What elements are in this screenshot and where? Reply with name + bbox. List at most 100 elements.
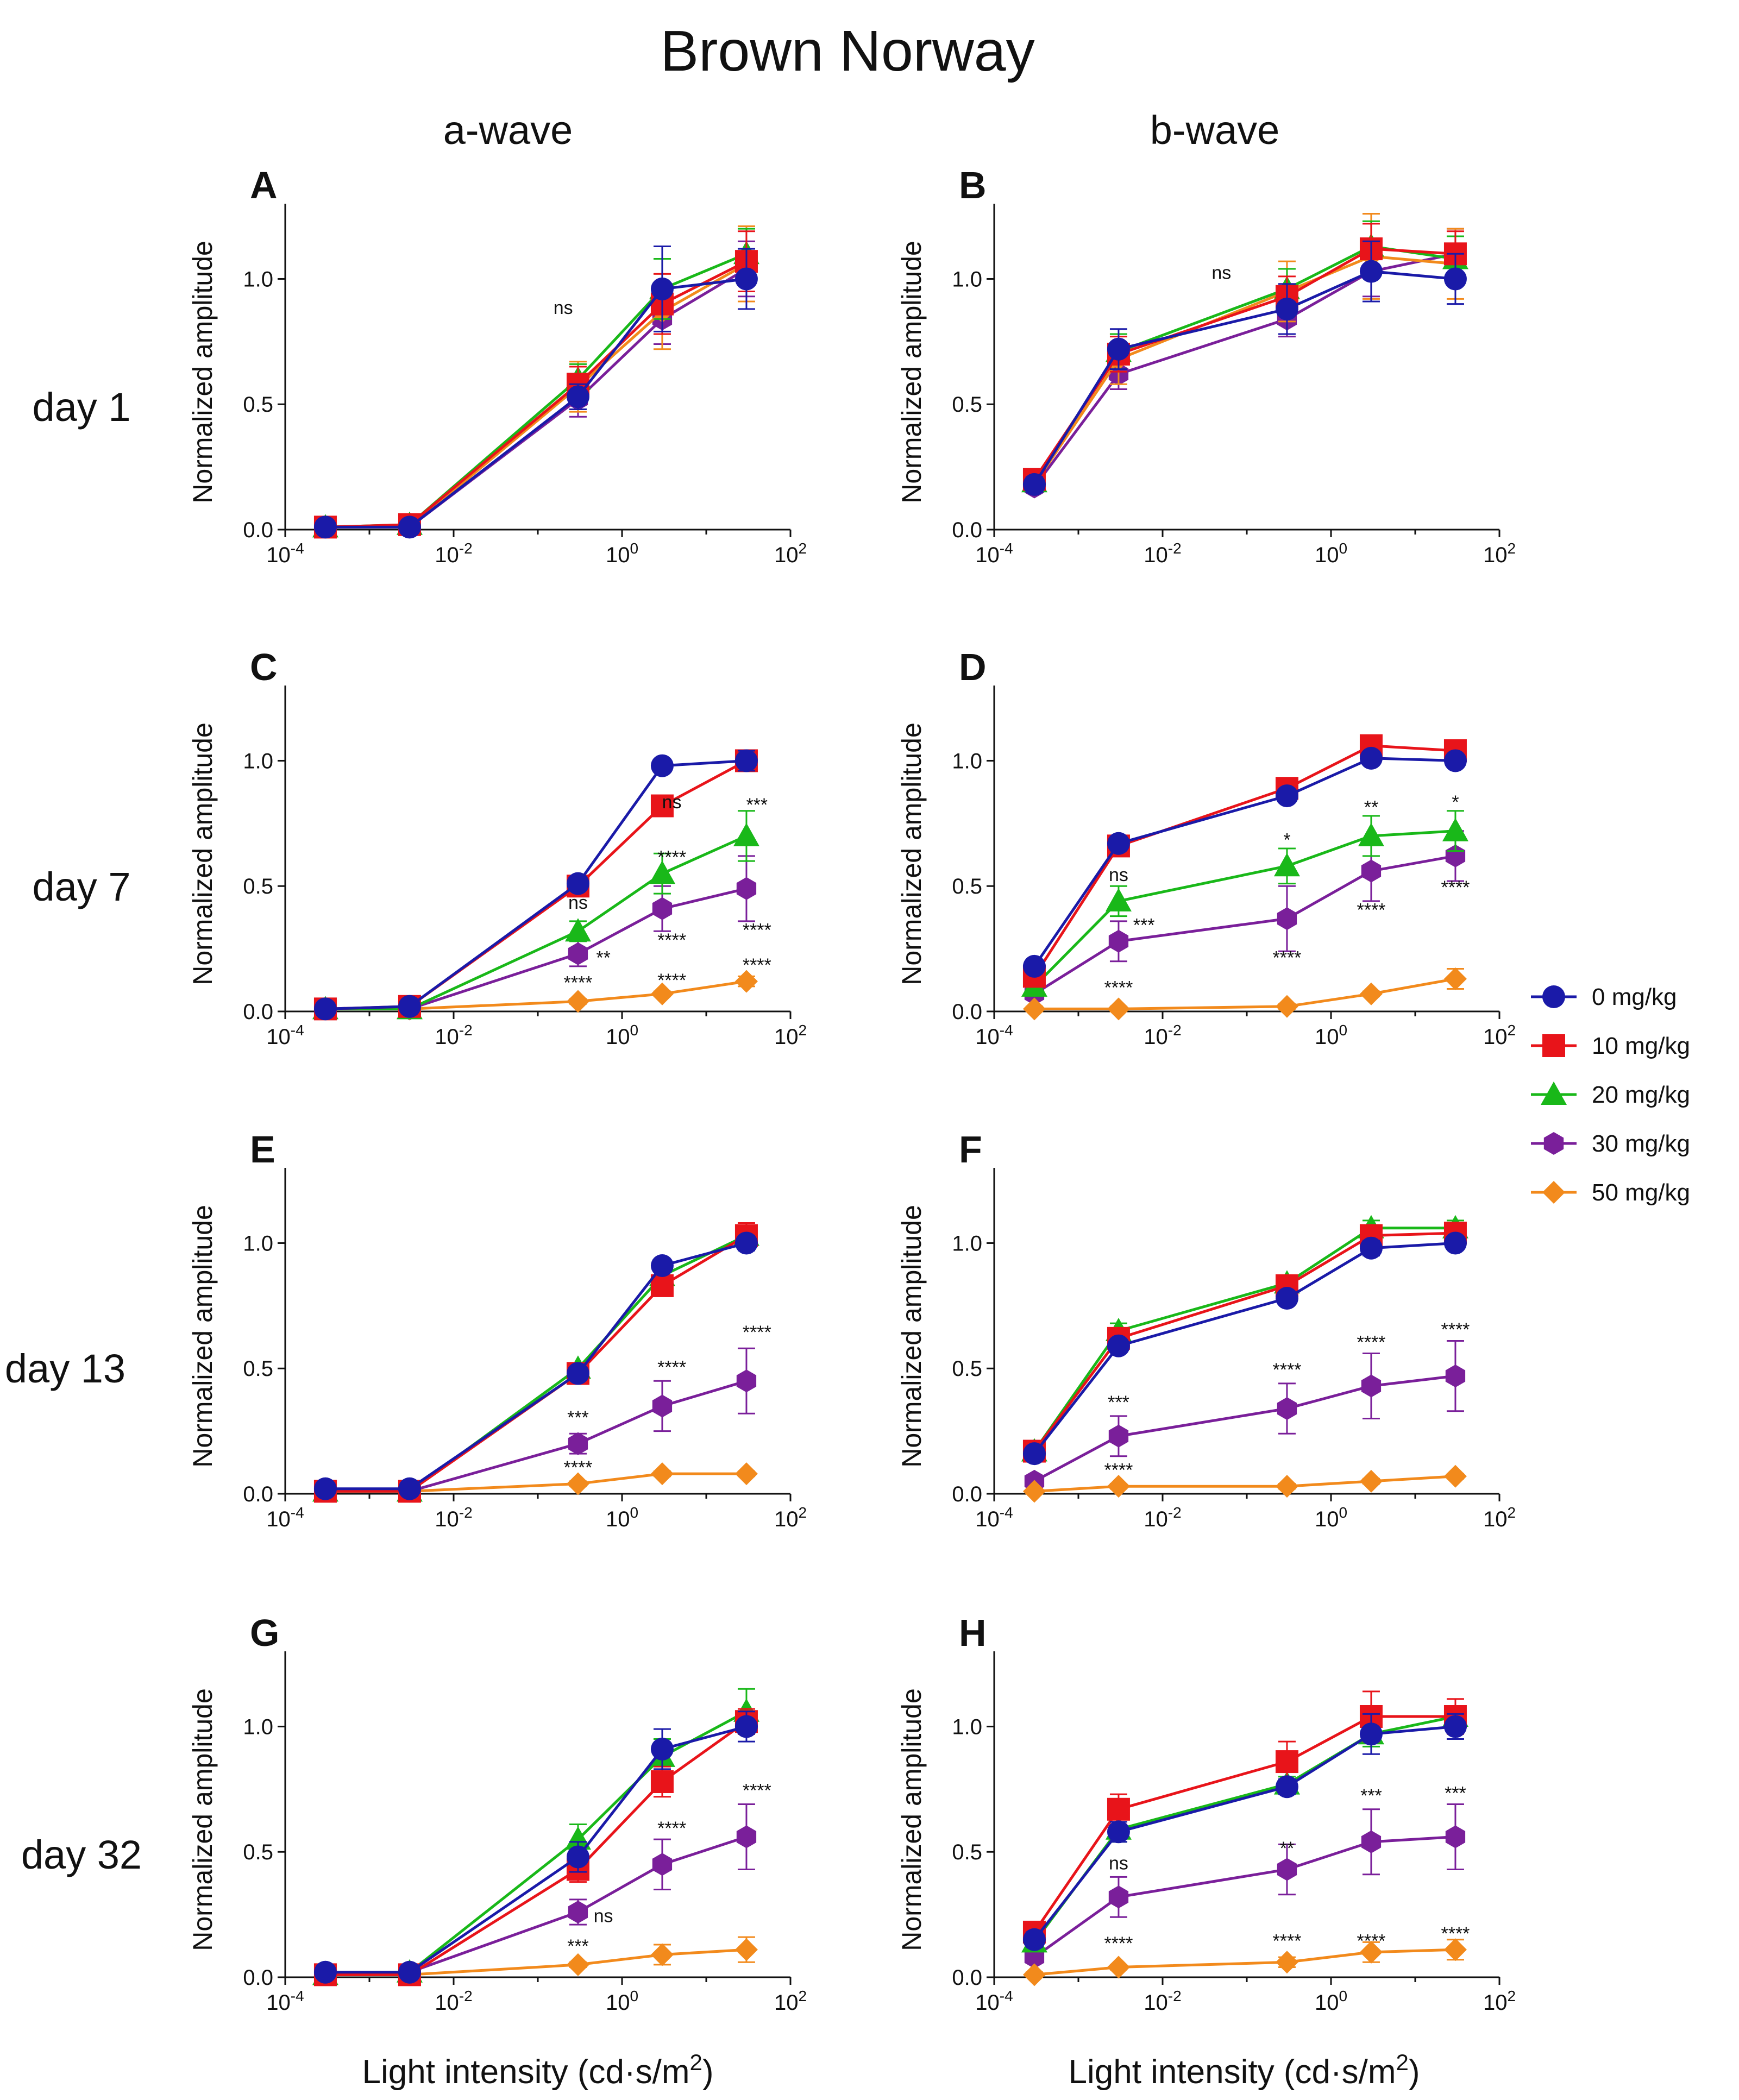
series-line [325,278,747,529]
data-point [1443,267,1467,291]
series-10-mg-kg [1022,1222,1467,1463]
data-point [1443,1715,1467,1738]
x-tick-label: 10-4 [266,1022,304,1049]
significance-label: ns [1109,1853,1128,1874]
x-tick-exponent: 0 [1339,540,1347,557]
series-30-mg-kg [315,1803,757,1984]
significance-label: **** [743,955,771,976]
data-point [1359,1722,1383,1746]
data-point [649,860,675,884]
series-10-mg-kg [313,1222,758,1503]
series-0-mg-kg [313,749,758,1021]
significance-label: **** [1272,1360,1301,1380]
data-point [1275,297,1298,320]
y-tick-label: 0.0 [952,1482,982,1506]
significance-label: *** [567,1407,589,1428]
data-point [1443,1231,1467,1255]
y-axis-title: Normalized amplitude [187,241,218,504]
legend-marker [1542,985,1565,1008]
significance-label: **** [1272,947,1301,968]
x-tick-label: 10-2 [1144,540,1181,567]
data-point [1361,1830,1382,1853]
significance-label: ns [1211,262,1231,283]
x-tick-label: 10-2 [435,540,472,567]
data-point [398,995,421,1018]
x-axis-title-left: Light intensity (cd·s/m2) [362,2049,713,2091]
data-point [734,1715,758,1738]
x-tick-exponent: 2 [1507,1504,1516,1521]
y-tick-label: 0.0 [243,1966,273,1990]
x-tick-exponent: 2 [798,1022,807,1039]
data-point [313,1477,337,1500]
series-50-mg-kg [313,1462,758,1503]
series-20-mg-kg [1021,220,1468,493]
data-point [566,1472,589,1495]
series-50-mg-kg [1022,1938,1467,1986]
series-50-mg-kg [313,1936,758,1986]
x-tick-label: 102 [1483,1022,1516,1049]
data-point [1361,1374,1382,1398]
series-line [1033,255,1456,486]
row-label-day-32: day 32 [21,1832,142,1877]
x-tick-label: 100 [606,1504,638,1531]
data-point [1359,1236,1383,1260]
x-tick-base: 10 [435,1991,459,2015]
legend-marker [1543,1132,1564,1155]
data-point [652,1394,673,1418]
y-tick-label: 0.0 [952,1966,982,1990]
significance-label: ns [594,1906,613,1926]
panel-letter: H [959,1612,987,1654]
panel-letter: F [959,1128,982,1171]
data-point [566,1953,589,1976]
x-tick-label: 10-2 [435,1988,472,2015]
x-tick-exponent: -2 [1168,1988,1182,2004]
significance-label: **** [1357,1931,1385,1952]
data-point [736,877,757,900]
x-tick-label: 10-2 [1144,1988,1181,2015]
data-point [733,822,759,846]
significance-label: **** [563,1457,592,1478]
significance-label: *** [1133,915,1155,935]
y-tick-label: 0.0 [243,1000,273,1024]
legend: 0 mg/kg 10 mg/kg 20 mg/kg 30 mg/kg 50 mg/kg [1531,984,1690,1206]
data-point [1443,967,1467,990]
significance-label: **** [1104,1933,1133,1954]
data-point [650,1254,674,1277]
x-tick-exponent: -4 [291,540,304,557]
panel-letter: D [959,646,987,688]
significance-label: ** [596,947,610,968]
x-tick-base: 10 [975,1025,1000,1049]
data-point [650,277,674,300]
data-point [1022,1963,1046,1986]
y-tick-label: 0.5 [243,875,273,898]
significance-label: ** [1280,1838,1294,1859]
data-point [734,1938,758,1961]
series-line [1034,1475,1456,1493]
y-tick-label: 0.0 [952,518,982,542]
series-line [325,260,748,529]
y-tick-label: 0.5 [243,1357,273,1381]
y-axis-title: Normalized amplitude [187,1688,218,1951]
panel-letter: E [250,1128,275,1171]
data-point [1107,1334,1130,1357]
data-point [650,754,674,777]
x-tick-label: 100 [1315,1504,1347,1531]
series-30-mg-kg [315,855,757,1021]
significance-label: **** [657,847,686,868]
x-tick-base: 10 [1144,1025,1168,1049]
x-tick-base: 10 [1144,1507,1168,1531]
legend-item: 10 mg/kg [1531,1033,1690,1059]
data-point [1107,1956,1130,1979]
series-line [1033,252,1456,488]
column-title-b-wave: b-wave [1150,108,1280,153]
significance-label: **** [1104,1460,1133,1481]
legend-item: 30 mg/kg [1531,1130,1690,1157]
x-tick-exponent: -2 [1168,540,1182,557]
x-axis-title-right: Light intensity (cd·s/m2) [1068,2049,1420,2091]
data-point [313,515,337,539]
series-30-mg-kg [1024,830,1466,1005]
x-tick-label: 10-4 [266,1504,304,1531]
